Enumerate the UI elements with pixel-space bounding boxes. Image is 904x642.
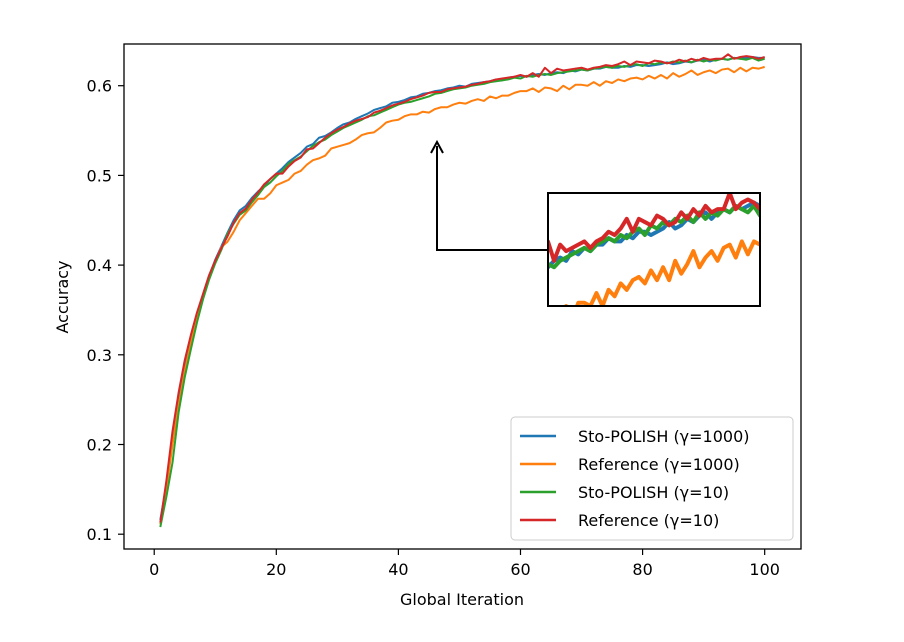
y-tick-label-2: 0.3 bbox=[87, 346, 112, 365]
inset-arrow-head bbox=[430, 139, 444, 154]
legend-label-sto-polish-1000: Sto-POLISH (γ=1000) bbox=[578, 427, 750, 446]
y-axis: 0.1 0.2 0.3 0.4 0.5 0.6 bbox=[87, 77, 124, 544]
x-tick-label-0: 0 bbox=[149, 560, 159, 579]
x-tick-label-40: 40 bbox=[388, 560, 408, 579]
y-tick-label-1: 0.2 bbox=[87, 436, 112, 455]
inset-series-line-sto-polish-10 bbox=[548, 203, 760, 270]
legend: Sto-POLISH (γ=1000) Reference (γ=1000) S… bbox=[510, 416, 794, 541]
plot-frame bbox=[123, 43, 802, 550]
x-tick-label-80: 80 bbox=[632, 560, 652, 579]
inset-series-line-reference-10 bbox=[548, 193, 760, 263]
x-axis-label: Global Iteration bbox=[400, 590, 524, 609]
series-line-reference-1000 bbox=[159, 65, 765, 525]
legend-box bbox=[510, 416, 794, 541]
inset-pointer bbox=[430, 139, 548, 251]
legend-label-reference-1000: Reference (γ=1000) bbox=[578, 455, 740, 474]
y-tick-label-3: 0.4 bbox=[87, 256, 112, 275]
x-tick-label-100: 100 bbox=[749, 560, 780, 579]
legend-label-reference-10: Reference (γ=10) bbox=[578, 511, 719, 530]
inset-series-line-reference-1000 bbox=[564, 239, 760, 306]
y-tick-label-5: 0.6 bbox=[87, 77, 112, 96]
y-tick-label-4: 0.5 bbox=[87, 166, 112, 185]
y-tick-label-0: 0.1 bbox=[87, 525, 112, 544]
inset-arrow-line bbox=[436, 146, 548, 251]
series-line-reference-10 bbox=[159, 53, 765, 523]
x-tick-label-60: 60 bbox=[510, 560, 530, 579]
inset-series-layer bbox=[548, 193, 760, 306]
x-axis: 0 20 40 60 80 100 bbox=[149, 549, 780, 579]
series-layer bbox=[159, 53, 765, 528]
legend-label-sto-polish-10: Sto-POLISH (γ=10) bbox=[578, 483, 729, 502]
x-tick-label-20: 20 bbox=[266, 560, 286, 579]
y-axis-label: Accuracy bbox=[53, 260, 72, 333]
